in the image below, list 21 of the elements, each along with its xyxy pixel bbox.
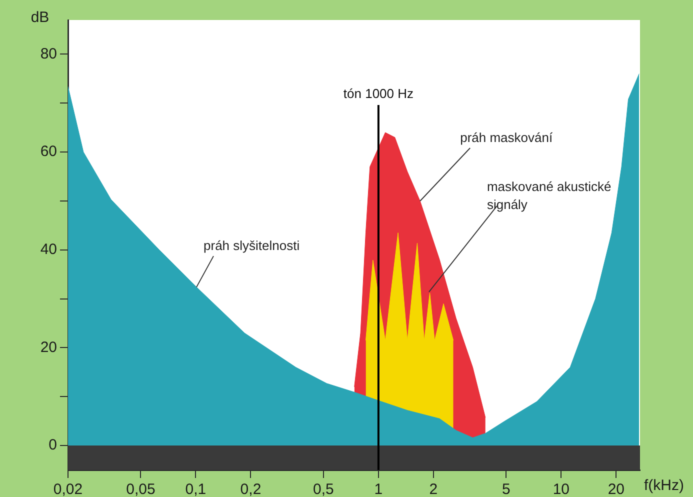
- x-axis-title: f(kHz): [644, 477, 684, 494]
- y-tick-label: 40: [40, 241, 57, 258]
- annotation: práh maskování: [460, 130, 553, 145]
- x-tick-label: 2: [429, 481, 438, 497]
- annotation: práh slyšitelnosti: [204, 238, 300, 254]
- x-tick-label: 5: [502, 481, 510, 497]
- y-axis-title: dB: [30, 9, 50, 26]
- x-tick-label: 0,05: [126, 481, 156, 497]
- y-tick-label: 20: [40, 338, 57, 356]
- y-tick-label: 60: [40, 143, 57, 160]
- y-tick-label: 0: [48, 436, 57, 454]
- x-tick-label: 0,5: [313, 481, 334, 497]
- x-tick-label: 10: [552, 481, 570, 497]
- x-tick-label: 0,2: [240, 481, 262, 497]
- annotation: maskované akustické signály: [486, 178, 612, 212]
- ref-line-label: tón 1000 Hz: [343, 86, 414, 101]
- x-tick-label: 20: [608, 481, 625, 497]
- x-tick-label: 0,02: [53, 481, 83, 497]
- y-tick-label: 80: [40, 45, 57, 62]
- x-tick-label: 0,1: [185, 481, 206, 497]
- x-tick-label: 1: [374, 481, 383, 497]
